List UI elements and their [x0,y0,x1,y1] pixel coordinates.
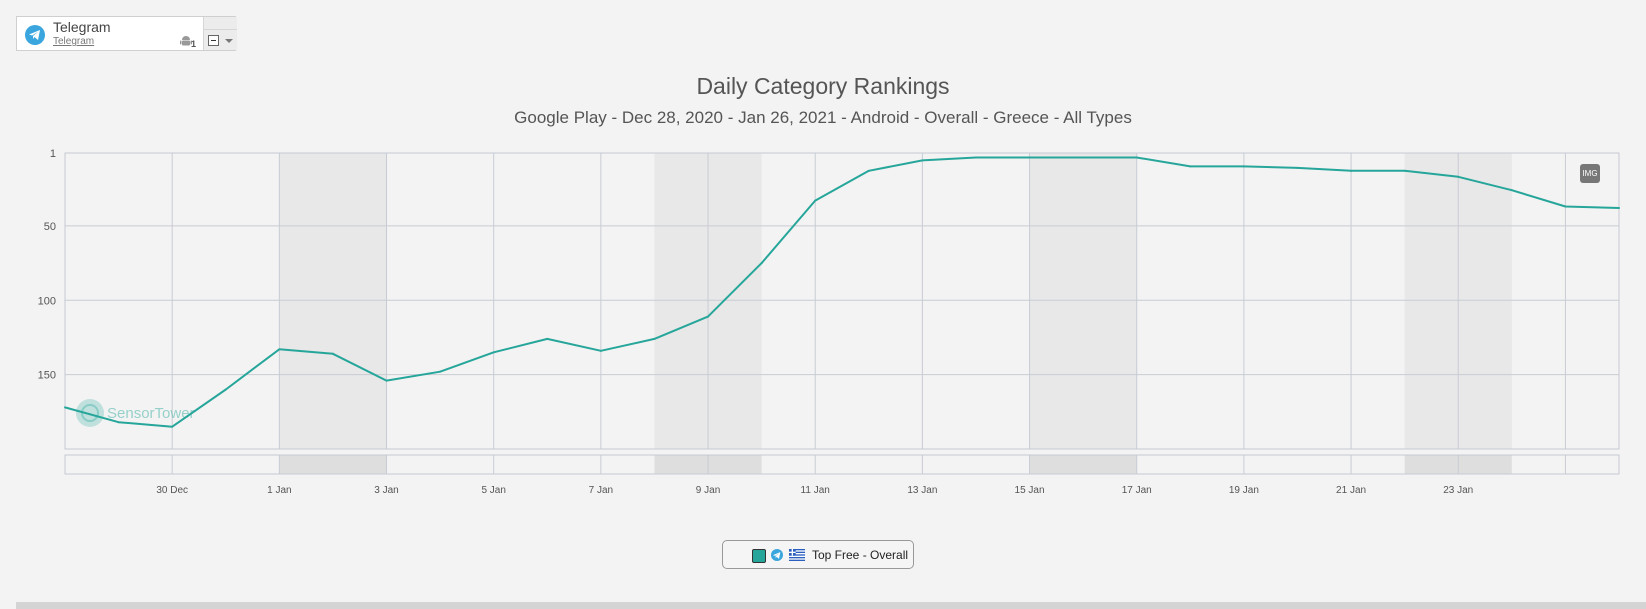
navigator-weekend-band [1029,455,1137,474]
data-point [599,349,602,352]
data-point [653,337,656,340]
navigator-border [64,454,1620,475]
app-developer-link[interactable]: Telegram [53,36,95,47]
data-point [921,159,924,162]
data-point [546,337,549,340]
data-point [331,352,334,355]
chart-legend[interactable]: Top Free - Overall [722,540,914,569]
data-point [171,425,174,428]
legend-label: Top Free - Overall [812,548,909,562]
platform-count: 1 [191,39,197,49]
x-tick-label: 7 Jan [589,485,613,496]
data-point [224,388,227,391]
app-selector-card[interactable]: Telegram Telegram 1 [16,16,237,51]
app-name: Telegram [53,19,111,35]
weekend-band [1029,153,1137,449]
x-tick-label: 19 Jan [1229,485,1259,496]
x-tick-label: 13 Jan [907,485,937,496]
watermark-logo-icon [76,399,104,427]
series-line [64,156,1620,428]
data-point [278,348,281,351]
data-point [867,169,870,172]
data-point [492,351,495,354]
data-point [439,370,442,373]
x-tick-label: 21 Jan [1336,485,1366,496]
telegram-icon [25,25,45,45]
greece-flag-icon [789,549,805,561]
data-point [814,199,817,202]
data-point [1350,169,1353,172]
data-point [974,156,977,159]
data-point [1082,156,1085,159]
telegram-icon [771,549,783,561]
x-tick-label: 23 Jan [1443,485,1473,496]
data-point [1403,169,1406,172]
chart-title: Daily Category Rankings [696,73,950,99]
data-point [1510,189,1513,192]
divider [204,29,237,30]
data-point [707,315,710,318]
x-tick-label: 30 Dec [156,485,188,496]
navigator-weekend-band [279,455,387,474]
x-tick-label: 11 Jan [801,485,830,496]
y-tick-label: 50 [44,221,56,233]
export-image-button[interactable]: IMG [1580,164,1600,183]
x-tick-label: 3 Jan [374,485,398,496]
legend-swatch [752,549,766,563]
data-point [385,379,388,382]
x-tick-label: 9 Jan [696,485,720,496]
data-point [1135,156,1138,159]
y-tick-label: 1 [50,148,56,160]
weekend-band [279,153,387,449]
y-tick-label: 100 [38,295,56,307]
data-point [1028,156,1031,159]
chevron-down-icon[interactable] [225,39,233,43]
plot-border [64,152,1620,450]
footer-bar [16,602,1646,609]
android-icon [180,36,192,46]
data-point [760,262,763,265]
app-actions [203,17,237,50]
watermark-text: SensorTower [107,405,195,422]
chart-subtitle: Google Play - Dec 28, 2020 - Jan 26, 202… [514,108,1132,127]
data-point [64,406,66,409]
data-point [1242,165,1245,168]
data-point [117,421,120,424]
x-tick-label: 5 Jan [481,485,505,496]
data-point [1457,175,1460,178]
x-tick-label: 17 Jan [1122,485,1152,496]
x-tick-label: 15 Jan [1015,485,1045,496]
data-point [1618,207,1620,210]
data-point [1296,166,1299,169]
collapse-button[interactable] [208,35,219,46]
y-tick-label: 150 [38,370,56,382]
data-point [1564,205,1567,208]
data-point [1189,165,1192,168]
navigator-area [65,455,1619,474]
x-tick-label: 1 Jan [267,485,291,496]
